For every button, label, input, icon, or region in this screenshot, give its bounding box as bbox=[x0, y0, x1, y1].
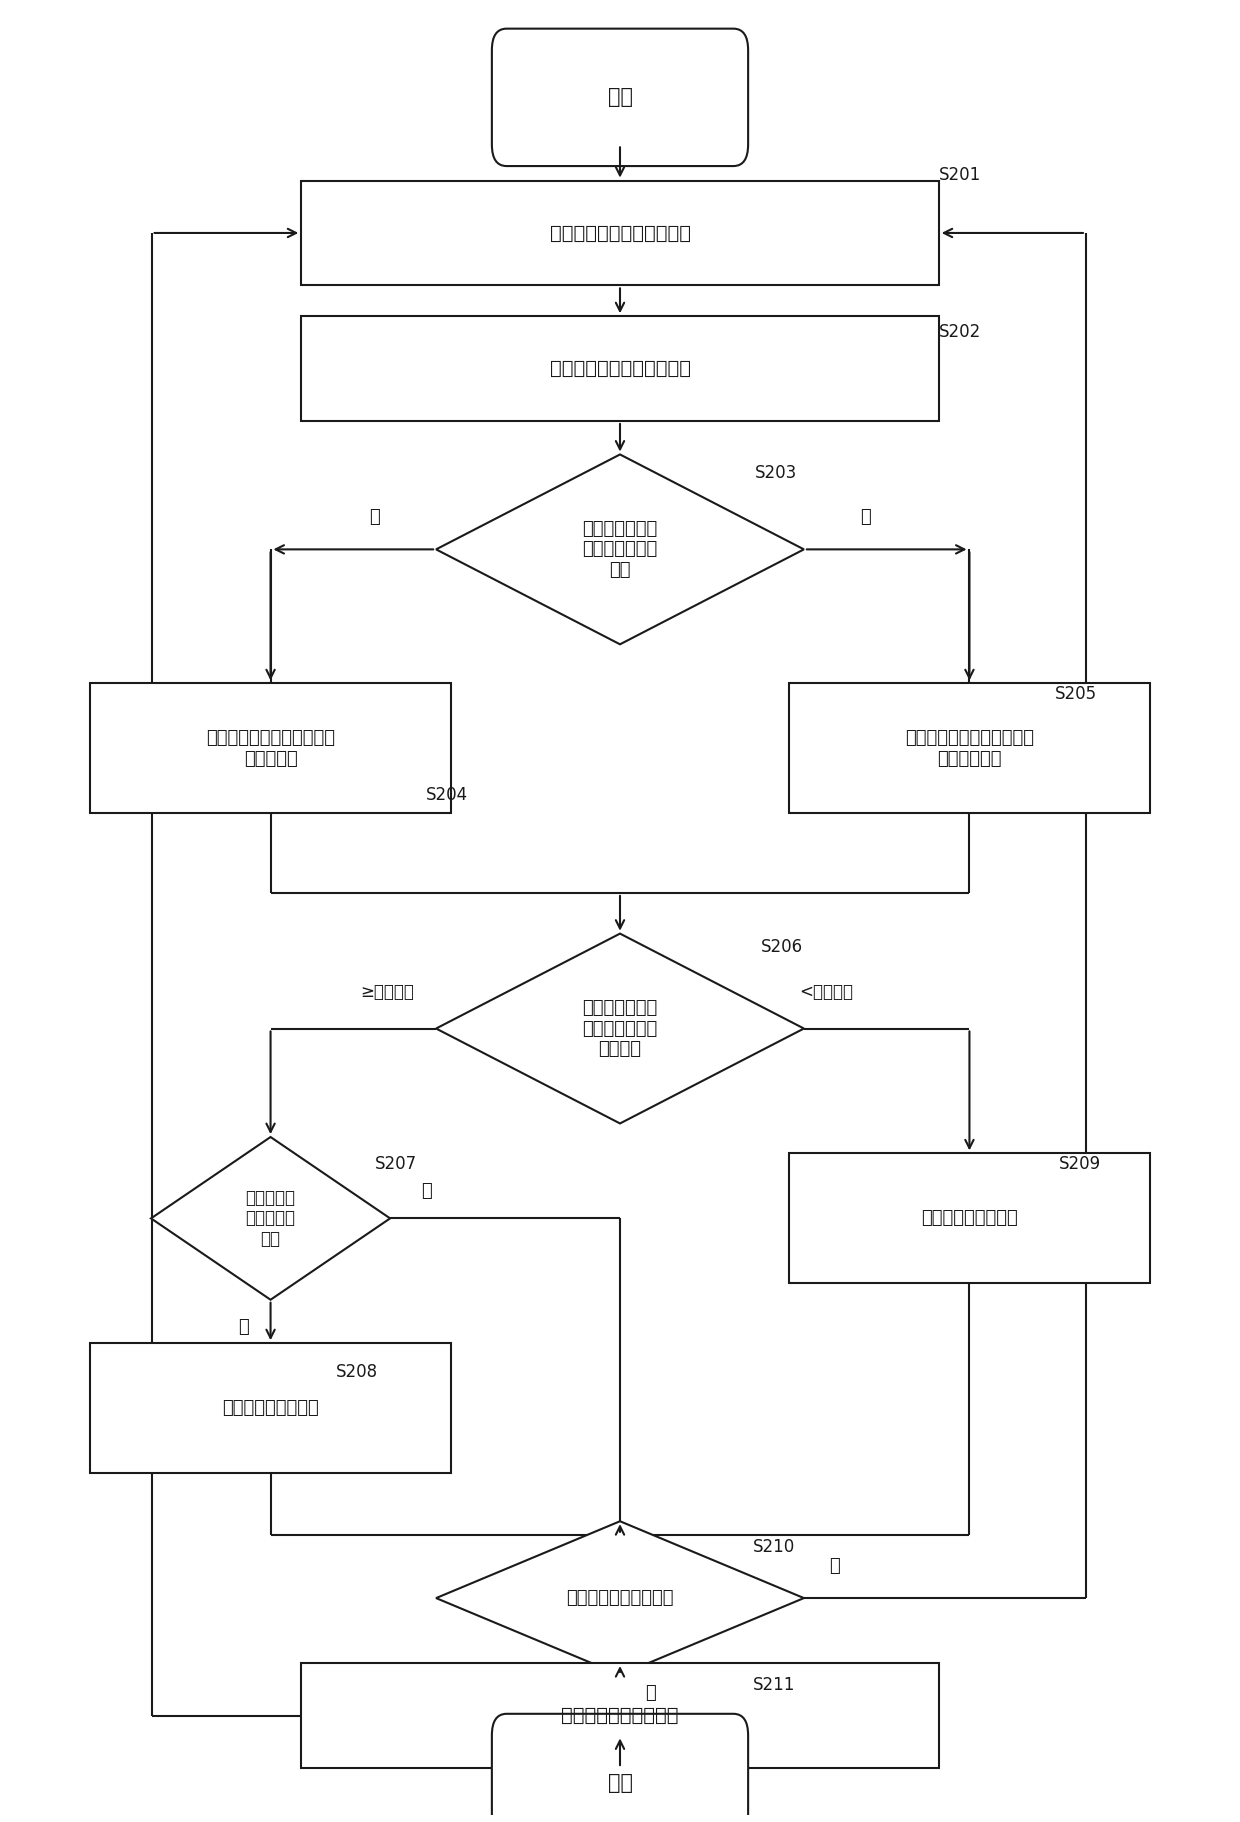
Text: S205: S205 bbox=[1055, 685, 1097, 703]
Text: S208: S208 bbox=[336, 1363, 378, 1381]
Text: S204: S204 bbox=[427, 787, 469, 804]
Text: S201: S201 bbox=[939, 166, 981, 184]
Text: 第二估计値
大于第三阈
値？: 第二估计値 大于第三阈 値？ bbox=[246, 1188, 295, 1248]
Text: S207: S207 bbox=[374, 1155, 417, 1173]
Text: 通过安时积分法获得电芯的
第二估计値: 通过安时积分法获得电芯的 第二估计値 bbox=[206, 729, 335, 767]
Text: 估算每个电芯的第一估计値: 估算每个电芯的第一估计値 bbox=[549, 359, 691, 379]
Bar bbox=[789, 683, 1151, 813]
Text: 否: 否 bbox=[645, 1684, 656, 1702]
Bar bbox=[301, 1663, 939, 1767]
Text: 开始对电芯进行均衡: 开始对电芯进行均衡 bbox=[222, 1399, 319, 1418]
Bar bbox=[89, 1343, 451, 1474]
FancyBboxPatch shape bbox=[492, 29, 748, 166]
Text: 基于电池测试数据获得电芯
的第二估计値: 基于电池测试数据获得电芯 的第二估计値 bbox=[905, 729, 1034, 767]
Text: <第二阈値: <第二阈値 bbox=[799, 984, 853, 1002]
Text: 否: 否 bbox=[859, 508, 870, 527]
Text: S210: S210 bbox=[753, 1538, 795, 1556]
Bar bbox=[789, 1153, 1151, 1283]
FancyBboxPatch shape bbox=[492, 1715, 748, 1822]
Polygon shape bbox=[436, 933, 804, 1124]
Text: 开始: 开始 bbox=[608, 87, 632, 107]
Polygon shape bbox=[436, 1521, 804, 1674]
Text: 结束: 结束 bbox=[608, 1773, 632, 1793]
Bar bbox=[301, 180, 939, 286]
Text: 停止对电芯进行均衡: 停止对电芯进行均衡 bbox=[921, 1210, 1018, 1228]
Text: S202: S202 bbox=[939, 322, 981, 341]
Polygon shape bbox=[151, 1137, 391, 1299]
Text: ≥第一阈値: ≥第一阈値 bbox=[360, 984, 414, 1002]
Text: 是: 是 bbox=[238, 1317, 248, 1336]
Text: 否: 否 bbox=[422, 1182, 433, 1201]
Text: 对下一个电芯进行判断: 对下一个电芯进行判断 bbox=[562, 1705, 678, 1725]
Bar bbox=[301, 317, 939, 421]
Text: S203: S203 bbox=[755, 465, 797, 483]
Text: 第二估计値与最
小剩余电量的差
値大小？: 第二估计値与最 小剩余电量的差 値大小？ bbox=[583, 998, 657, 1059]
Text: S209: S209 bbox=[1059, 1155, 1101, 1173]
Bar bbox=[89, 683, 451, 813]
Polygon shape bbox=[436, 454, 804, 645]
Text: 是: 是 bbox=[370, 508, 381, 527]
Text: 第一估计値是否
处于充、放电平
台区: 第一估计値是否 处于充、放电平 台区 bbox=[583, 519, 657, 579]
Text: 是: 是 bbox=[830, 1556, 839, 1574]
Text: S211: S211 bbox=[753, 1676, 795, 1694]
Text: 所有电芯已完成判断？: 所有电芯已完成判断？ bbox=[567, 1589, 673, 1607]
Text: 检测充、放电电流和端电压: 检测充、放电电流和端电压 bbox=[549, 224, 691, 242]
Text: S206: S206 bbox=[761, 938, 804, 957]
